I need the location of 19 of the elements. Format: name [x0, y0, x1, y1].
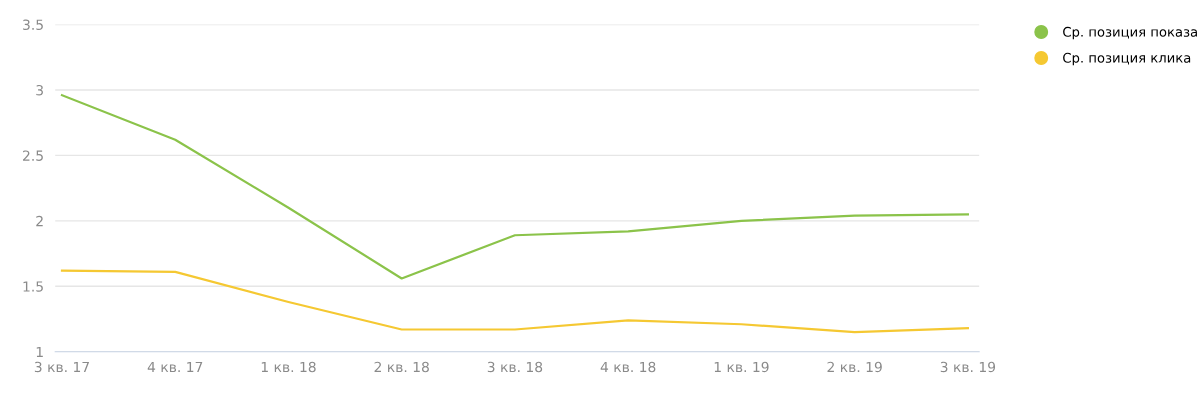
x-tick-label: 3 кв. 17: [34, 361, 89, 373]
legend-label: Ср. позиция показа: [1063, 26, 1197, 40]
legend-label: Ср. позиция клика: [1063, 52, 1191, 66]
y-tick-label: 2: [36, 215, 43, 227]
x-tick-label: 2 кв. 18: [374, 361, 429, 373]
x-tick-label: 1 кв. 18: [261, 361, 316, 373]
line-series: [60, 269, 969, 334]
x-tick-label: 3 кв. 19: [940, 361, 996, 373]
x-tick-label: 3 кв. 18: [487, 361, 543, 373]
y-tick-label: 3: [36, 84, 43, 96]
y-tick-label: 1: [36, 346, 43, 358]
x-tick-label: 2 кв. 19: [827, 361, 882, 373]
y-tick-label: 2.5: [23, 150, 43, 161]
x-tick-label: 4 кв. 17: [147, 361, 203, 373]
line-series: [60, 94, 969, 280]
y-tick-label: 1.5: [23, 281, 43, 292]
x-tick-label: 4 кв. 18: [600, 361, 656, 373]
x-tick-label: 1 кв. 19: [714, 361, 769, 373]
y-tick-label: 3.5: [23, 19, 43, 31]
